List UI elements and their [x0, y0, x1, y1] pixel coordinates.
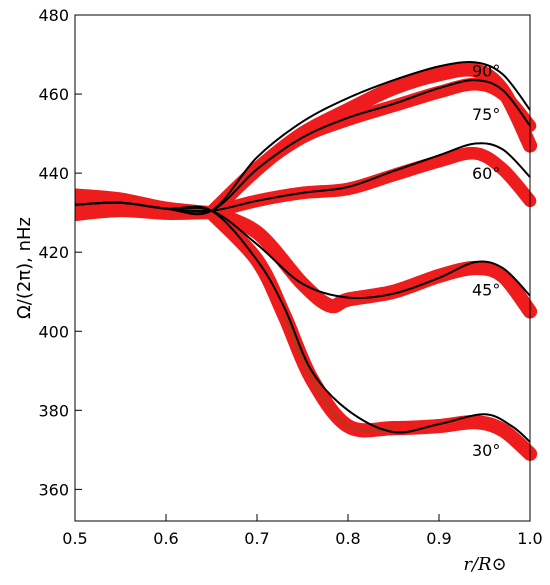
x-tick-label: 1.0 [517, 529, 542, 548]
x-tick-label: 0.6 [153, 529, 178, 548]
plot-area: 90° 75° 60° 45° 30° [74, 61, 538, 461]
observed-band-30 [204, 205, 538, 461]
latitude-label-30: 30° [472, 441, 500, 460]
observed-band-core-30 [282, 313, 395, 432]
latitude-label-60: 60° [472, 164, 500, 183]
x-axis-title: r/R⊙ [463, 554, 506, 575]
y-tick-label: 380 [38, 401, 69, 420]
y-axis-title: Ω/(2π), nHz [14, 217, 35, 319]
model-curve-30 [74, 201, 531, 443]
y-tick-label: 480 [38, 6, 69, 25]
plot-frame [74, 14, 531, 522]
y-tick-label: 420 [38, 243, 69, 262]
x-tick-label: 0.8 [335, 529, 360, 548]
latitude-label-45: 45° [472, 281, 500, 300]
y-tick-label: 460 [38, 85, 69, 104]
latitude-label-75: 75° [472, 105, 500, 124]
y-tick-label: 360 [38, 480, 69, 499]
latitude-label-90: 90° [472, 61, 500, 80]
y-tick-label: 440 [38, 164, 69, 183]
x-tick-label: 0.5 [62, 529, 87, 548]
x-tick-label: 0.7 [244, 529, 269, 548]
observed-band-45 [204, 205, 538, 319]
axes: 0.5 0.6 0.7 0.8 0.9 1.0 360 380 400 420 440 460 480 [38, 6, 542, 548]
y-tick-label: 400 [38, 322, 69, 341]
x-tick-label: 0.9 [426, 529, 451, 548]
